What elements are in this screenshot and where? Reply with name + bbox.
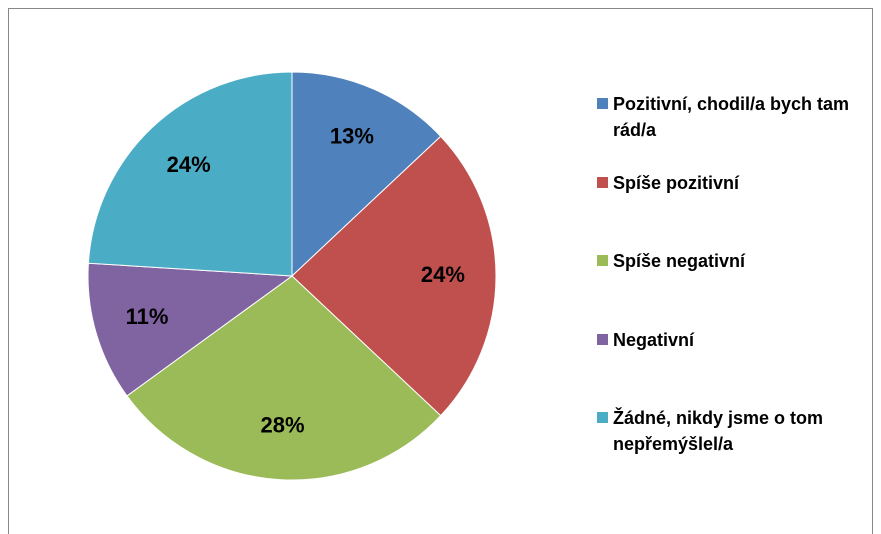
data-label: 24% xyxy=(421,262,465,287)
pie-slice xyxy=(126,275,442,481)
legend-swatch xyxy=(597,98,608,109)
pie-slice xyxy=(87,71,293,277)
legend-swatch xyxy=(597,412,608,423)
legend-item: Žádné, nikdy jsme o tom nepřemýšlel/a xyxy=(597,405,867,457)
legend-label: Žádné, nikdy jsme o tom nepřemýšlel/a xyxy=(613,408,824,454)
data-label: 28% xyxy=(260,412,304,437)
legend-swatch xyxy=(597,333,608,345)
legend-swatch xyxy=(597,176,608,188)
legend-label: Negativní xyxy=(613,329,695,350)
legend-label: Spíše pozitivní xyxy=(613,172,740,193)
legend-item: Pozitivní, chodil/a bych tam rád/a xyxy=(597,91,867,143)
data-label: 11% xyxy=(126,304,169,329)
pie-slice xyxy=(291,71,442,278)
legend-swatch xyxy=(597,255,608,266)
pie-slice xyxy=(291,135,497,417)
legend-item: Negativní xyxy=(597,327,867,353)
legend-item: Spíše pozitivní xyxy=(597,170,867,196)
pie-slice xyxy=(87,262,294,397)
legend-item: Spíše negativní xyxy=(597,248,867,274)
legend-label: Spíše negativní xyxy=(613,251,746,271)
data-label: 13% xyxy=(330,123,374,148)
legend-label: Pozitivní, chodil/a bych tam rád/a xyxy=(613,94,850,140)
frame xyxy=(8,8,873,534)
data-label: 24% xyxy=(167,152,211,177)
